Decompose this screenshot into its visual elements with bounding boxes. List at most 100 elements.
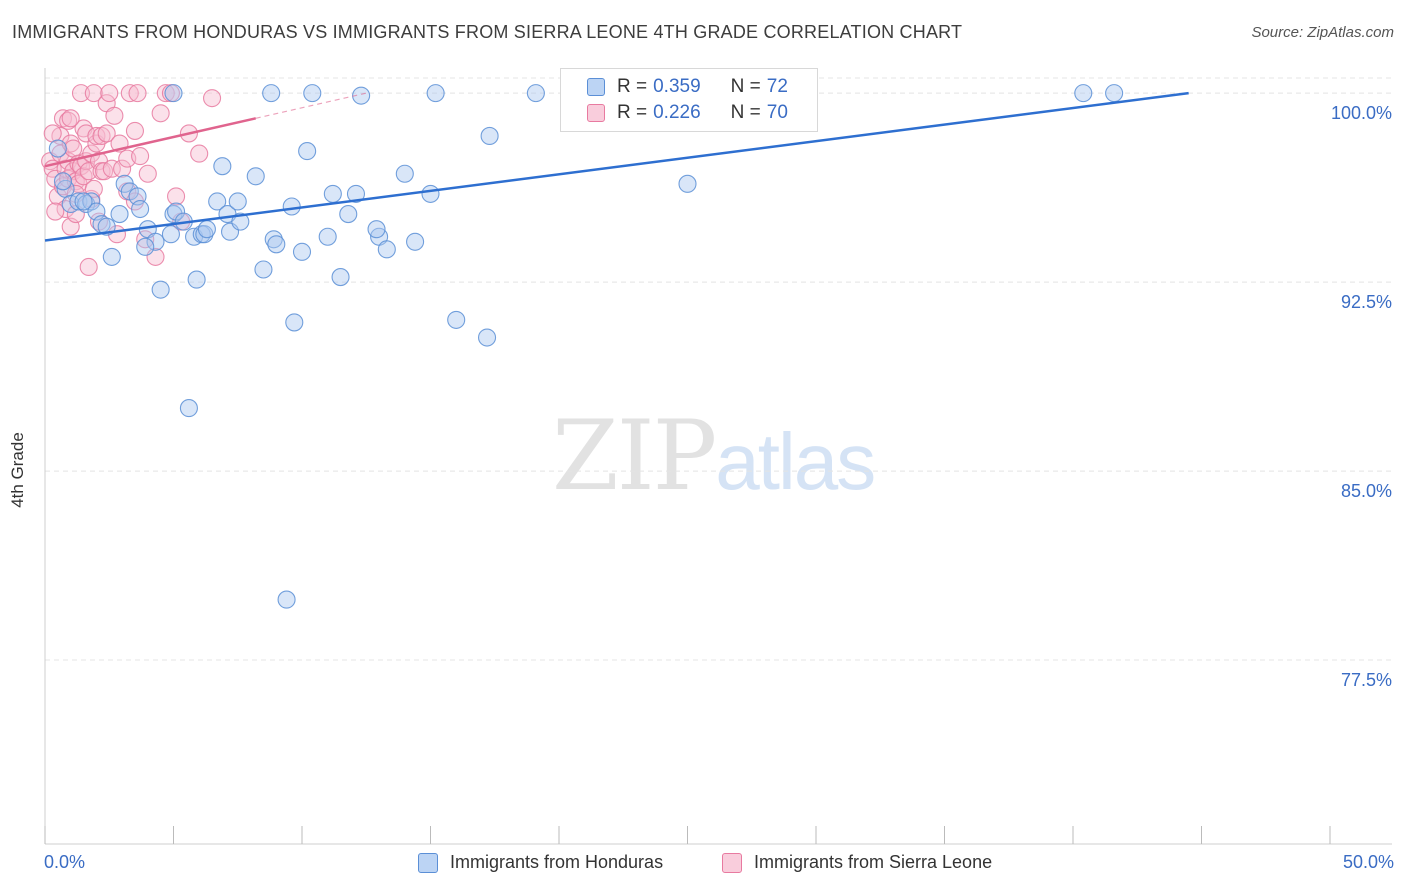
- data-point-sierra-leone: [79, 257, 98, 277]
- legend-label-sierra-leone: Immigrants from Sierra Leone: [754, 852, 993, 872]
- legend-r-value: 0.226: [653, 102, 701, 123]
- legend-label-honduras: Immigrants from Honduras: [450, 852, 664, 872]
- data-point-honduras: [151, 280, 170, 299]
- data-point-honduras: [267, 235, 286, 254]
- legend-n-label: N =: [730, 76, 761, 97]
- data-point-honduras: [164, 205, 183, 224]
- data-point-honduras: [74, 192, 93, 211]
- data-point-honduras: [213, 157, 232, 176]
- data-point-sierra-leone: [105, 106, 124, 125]
- data-point-sierra-leone: [59, 111, 78, 130]
- legend-n-value: 72: [766, 76, 788, 97]
- data-point-honduras: [197, 220, 216, 239]
- data-point-honduras: [161, 225, 180, 244]
- data-point-sierra-leone: [120, 84, 139, 103]
- y-tick-label: 77.5%: [1341, 670, 1392, 690]
- data-point-sierra-leone: [131, 147, 150, 166]
- watermark: ZIPatlas: [552, 400, 876, 512]
- data-point-sierra-leone: [43, 124, 62, 143]
- axes: [44, 68, 1392, 845]
- trend-line-honduras: [44, 91, 1189, 242]
- data-point-honduras: [179, 399, 198, 418]
- data-point-honduras: [231, 212, 250, 231]
- data-point-sierra-leone: [156, 84, 175, 103]
- data-point-honduras: [395, 164, 414, 183]
- data-point-sierra-leone: [61, 109, 80, 128]
- data-point-honduras: [318, 227, 337, 246]
- data-point-honduras: [477, 328, 497, 347]
- series-honduras: [48, 84, 1124, 609]
- data-point-honduras: [53, 172, 73, 191]
- data-point-sierra-leone: [92, 126, 111, 146]
- data-point-honduras: [298, 142, 317, 161]
- data-point-honduras: [421, 184, 440, 203]
- legend-n-value: 70: [766, 102, 788, 123]
- correlation-legend: R = 0.359 N = 72 R = 0.226 N = 70: [560, 68, 818, 132]
- data-point-honduras: [82, 192, 101, 211]
- data-point-honduras: [264, 230, 283, 249]
- data-point-sierra-leone: [203, 89, 222, 108]
- data-point-sierra-leone: [53, 109, 73, 128]
- data-point-honduras: [323, 184, 342, 203]
- data-point-honduras: [187, 270, 206, 289]
- data-point-honduras: [136, 237, 155, 256]
- data-point-honduras: [285, 313, 304, 332]
- data-point-honduras: [262, 84, 281, 103]
- trend-line-sierra-leone: [44, 117, 257, 168]
- data-point-honduras: [195, 225, 214, 244]
- data-point-sierra-leone: [151, 104, 170, 123]
- data-point-sierra-leone: [100, 84, 119, 103]
- watermark-atlas: atlas: [715, 417, 876, 506]
- gridlines: [45, 77, 1392, 661]
- trend-line-sierra-leone-extension: [255, 92, 367, 119]
- legend-item-honduras[interactable]: Immigrants from Honduras: [418, 852, 663, 873]
- legend-swatch-sierra-leone: [587, 104, 605, 122]
- data-point-honduras: [1074, 84, 1093, 103]
- legend-item-sierra-leone[interactable]: Immigrants from Sierra Leone: [722, 852, 992, 873]
- data-point-sierra-leone: [125, 121, 144, 140]
- data-point-honduras: [678, 174, 697, 193]
- data-point-honduras: [164, 84, 183, 103]
- x-axis-max-label: 50.0%: [1342, 852, 1394, 872]
- data-point-honduras: [246, 167, 265, 186]
- y-axis-label: 4th Grade: [8, 432, 27, 508]
- data-point-honduras: [1105, 84, 1124, 103]
- data-point-honduras: [228, 192, 247, 211]
- source-credit: Source: ZipAtlas.com: [1251, 24, 1394, 41]
- data-point-sierra-leone: [138, 164, 157, 183]
- data-point-sierra-leone: [190, 144, 209, 163]
- data-point-honduras: [406, 232, 425, 251]
- data-point-honduras: [377, 240, 396, 259]
- watermark-zip: ZIP: [552, 400, 717, 512]
- data-point-honduras: [526, 84, 545, 103]
- legend-swatch-honduras: [587, 78, 605, 96]
- data-point-honduras: [447, 310, 466, 329]
- legend-r-value: 0.359: [653, 76, 701, 97]
- legend-row-sierra-leone: R = 0.226 N = 70: [587, 100, 788, 126]
- data-point-honduras: [131, 199, 150, 219]
- y-tick-label: 85.0%: [1341, 481, 1392, 501]
- y-tick-label: 100.0%: [1331, 103, 1392, 123]
- data-point-honduras: [110, 205, 129, 224]
- data-point-honduras: [208, 192, 227, 211]
- data-point-honduras: [254, 260, 273, 279]
- data-point-honduras: [480, 126, 499, 146]
- data-point-honduras: [367, 220, 386, 239]
- data-point-honduras: [167, 202, 186, 221]
- chart-title: IMMIGRANTS FROM HONDURAS VS IMMIGRANTS F…: [12, 22, 963, 42]
- legend-swatch-sierra-leone: [722, 852, 742, 873]
- data-point-honduras: [426, 84, 445, 103]
- data-point-sierra-leone: [102, 159, 121, 178]
- data-point-honduras: [331, 268, 350, 287]
- legend-swatch-honduras: [418, 852, 438, 873]
- data-point-honduras: [303, 84, 322, 103]
- series-legend: Immigrants from Honduras Immigrants from…: [0, 852, 1406, 878]
- data-point-honduras: [282, 197, 301, 216]
- x-axis-min-label: 0.0%: [44, 852, 86, 872]
- legend-row-honduras: R = 0.359 N = 72: [587, 74, 788, 100]
- y-tick-label: 92.5%: [1341, 292, 1392, 312]
- y-tick-labels: 100.0% 92.5% 85.0% 77.5%: [1331, 103, 1392, 690]
- data-point-sierra-leone: [84, 84, 103, 103]
- data-point-sierra-leone: [167, 187, 186, 206]
